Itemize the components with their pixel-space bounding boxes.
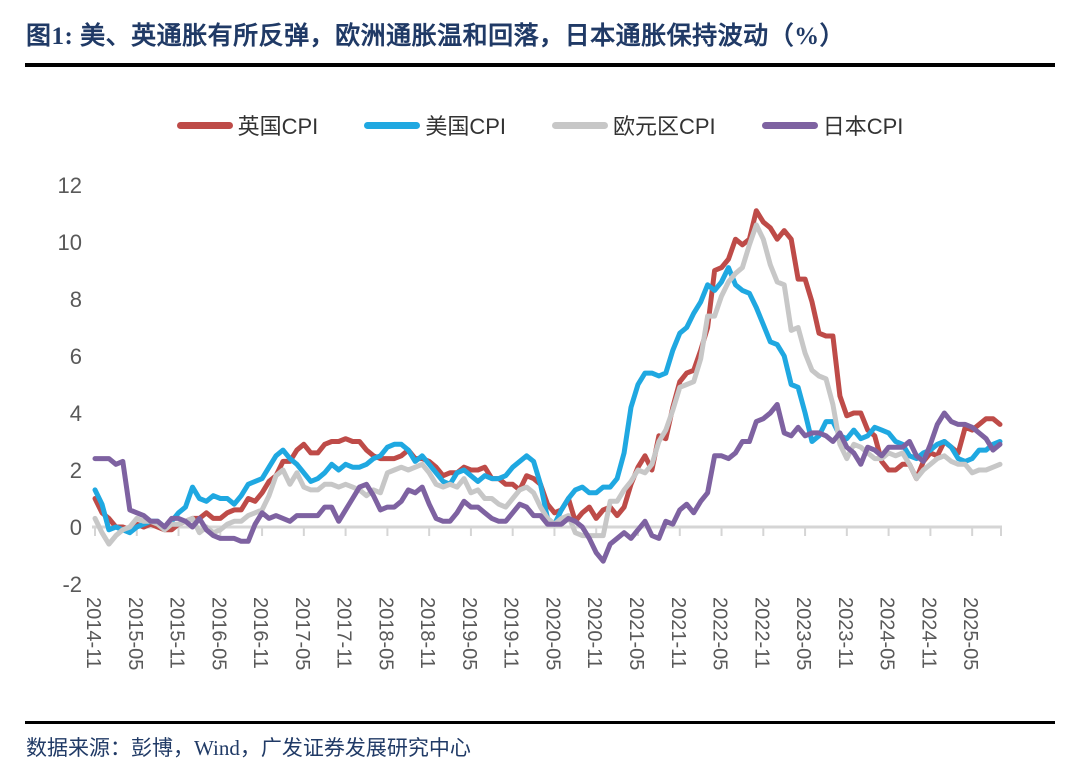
x-axis-label: 2023-11 bbox=[834, 597, 856, 669]
x-axis-label: 2018-11 bbox=[416, 597, 438, 669]
y-axis-label: 10 bbox=[58, 230, 82, 255]
legend-label-eurozone-cpi: 欧元区CPI bbox=[613, 114, 716, 139]
y-axis-label: 8 bbox=[70, 287, 82, 312]
x-axis-label: 2020-11 bbox=[583, 597, 605, 669]
x-axis-label: 2015-11 bbox=[166, 597, 188, 669]
legend-swatch-japan-cpi bbox=[761, 121, 818, 129]
y-axis-label: 0 bbox=[70, 515, 82, 540]
x-axis-label: 2016-11 bbox=[249, 597, 271, 669]
figure-title: 图1: 美、英通胀有所反弹，欧洲通胀温和回落，日本通胀保持波动（%） bbox=[26, 23, 846, 50]
data-source-note: 数据来源：彭博，Wind，广发证券发展研究中心 bbox=[26, 736, 471, 760]
legend-item-uk-cpi: 英国CPI bbox=[176, 109, 319, 141]
x-axis-label: 2019-05 bbox=[458, 597, 480, 670]
x-axis-label: 2018-05 bbox=[374, 597, 396, 670]
title-divider-line bbox=[25, 63, 1055, 67]
chart-legend: 英国CPI 美国CPI 欧元区CPI 日本CPI bbox=[90, 110, 990, 140]
x-axis-label: 2024-05 bbox=[876, 597, 898, 670]
x-axis-label: 2022-11 bbox=[750, 597, 772, 669]
legend-label-japan-cpi: 日本CPI bbox=[822, 114, 904, 139]
y-axis-label: 2 bbox=[70, 458, 82, 483]
y-axis-label: 6 bbox=[70, 344, 82, 369]
legend-swatch-us-cpi bbox=[364, 121, 421, 129]
x-axis-label: 2017-11 bbox=[333, 597, 355, 669]
series-line-eurozone-cpi bbox=[92, 222, 1003, 547]
x-axis-label: 2024-11 bbox=[917, 597, 939, 669]
series-line-uk-cpi bbox=[92, 208, 1003, 533]
legend-swatch-eurozone-cpi bbox=[552, 121, 608, 129]
x-axis-label: 2016-05 bbox=[207, 597, 229, 670]
x-axis-label: 2014-11 bbox=[82, 597, 104, 669]
legend-label-us-cpi: 美国CPI bbox=[425, 114, 506, 139]
x-axis-label: 2019-11 bbox=[500, 597, 522, 669]
legend-swatch-uk-cpi bbox=[176, 121, 233, 129]
x-axis-label: 2022-05 bbox=[709, 597, 731, 670]
legend-item-japan-cpi: 日本CPI bbox=[761, 109, 904, 141]
x-axis-label: 2015-05 bbox=[124, 597, 146, 670]
legend-label-uk-cpi: 英国CPI bbox=[237, 114, 319, 139]
series-line-us-cpi bbox=[92, 265, 1003, 536]
x-axis-label: 2020-05 bbox=[541, 597, 563, 670]
footer-divider-line bbox=[25, 721, 1055, 724]
legend-item-us-cpi: 美国CPI bbox=[364, 109, 506, 141]
x-axis-label: 2017-05 bbox=[291, 597, 313, 670]
y-axis-label: 12 bbox=[58, 173, 82, 198]
x-axis-label: 2021-11 bbox=[667, 597, 689, 669]
y-axis-label: 4 bbox=[70, 401, 82, 426]
legend-item-eurozone-cpi: 欧元区CPI bbox=[552, 109, 716, 141]
x-axis-label: 2021-05 bbox=[625, 597, 647, 670]
y-axis-label: -2 bbox=[62, 572, 82, 597]
x-axis-label: 2023-05 bbox=[792, 597, 814, 670]
x-axis-label: 2025-05 bbox=[959, 597, 981, 670]
series-line-japan-cpi bbox=[92, 402, 1003, 564]
